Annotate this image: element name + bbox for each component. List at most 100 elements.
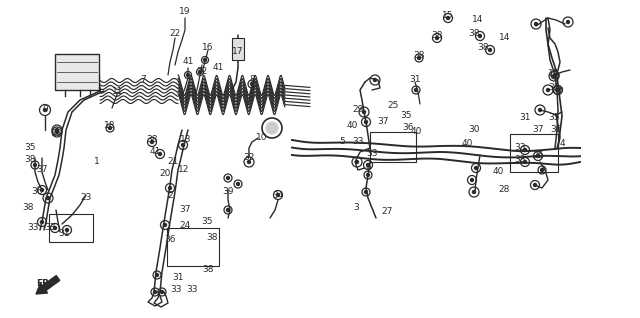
Text: 41: 41 [182, 58, 194, 66]
Text: 38: 38 [413, 52, 425, 60]
Text: 33: 33 [44, 224, 56, 232]
Text: 18: 18 [104, 121, 116, 130]
Text: 3: 3 [353, 204, 359, 212]
Circle shape [33, 163, 36, 167]
Text: 35: 35 [548, 114, 560, 122]
Text: 38: 38 [147, 135, 157, 144]
Text: 11: 11 [112, 87, 124, 96]
Text: 1: 1 [94, 157, 100, 167]
Circle shape [534, 23, 538, 25]
Circle shape [150, 141, 154, 143]
Circle shape [365, 121, 367, 123]
Text: 22: 22 [196, 67, 207, 77]
Text: 31: 31 [409, 75, 420, 85]
Text: 2: 2 [167, 191, 173, 201]
Circle shape [557, 88, 559, 92]
Circle shape [186, 73, 189, 77]
Text: 6: 6 [365, 163, 371, 172]
Text: 15: 15 [442, 11, 454, 20]
Text: 14: 14 [472, 16, 484, 24]
Text: 21: 21 [167, 157, 179, 167]
Text: 33: 33 [366, 149, 378, 158]
Bar [167, 228, 219, 266]
Circle shape [367, 174, 369, 176]
Text: 9: 9 [42, 106, 48, 114]
Circle shape [109, 127, 111, 129]
Circle shape [40, 220, 44, 224]
Text: 40: 40 [492, 168, 504, 176]
Circle shape [470, 178, 474, 182]
Text: 40: 40 [410, 128, 422, 136]
Circle shape [248, 161, 250, 163]
Text: 36: 36 [550, 126, 562, 135]
Text: 35: 35 [400, 112, 412, 121]
Circle shape [198, 71, 202, 73]
Text: 29: 29 [352, 106, 364, 114]
Text: 16: 16 [202, 43, 214, 52]
Text: 8: 8 [249, 75, 255, 85]
Text: 12: 12 [179, 165, 189, 175]
Text: 36: 36 [31, 188, 43, 197]
Text: FR.: FR. [36, 280, 52, 288]
Circle shape [54, 226, 56, 230]
FancyArrow shape [36, 276, 60, 294]
Circle shape [40, 189, 44, 191]
Circle shape [182, 143, 184, 147]
Text: 41: 41 [212, 64, 224, 73]
Circle shape [556, 88, 559, 92]
Circle shape [374, 79, 376, 81]
Text: 33: 33 [515, 143, 525, 153]
Circle shape [156, 273, 159, 276]
Text: 28: 28 [499, 185, 509, 195]
Text: 13: 13 [51, 128, 63, 137]
Circle shape [365, 190, 367, 193]
Text: 23: 23 [80, 193, 92, 203]
Text: 38: 38 [206, 233, 218, 243]
Text: 36: 36 [403, 123, 413, 133]
Circle shape [266, 122, 278, 134]
Text: 24: 24 [179, 220, 191, 230]
Circle shape [154, 291, 157, 294]
Circle shape [488, 49, 492, 52]
Text: 40: 40 [461, 140, 473, 149]
Text: 7: 7 [140, 75, 146, 85]
Text: 34: 34 [272, 191, 284, 201]
Circle shape [552, 74, 556, 78]
Text: 41: 41 [149, 148, 161, 156]
Text: 10: 10 [256, 134, 268, 142]
Text: 38: 38 [477, 44, 489, 52]
Circle shape [227, 176, 230, 179]
Text: 22: 22 [170, 30, 180, 38]
Circle shape [524, 149, 527, 151]
Circle shape [541, 169, 543, 171]
Circle shape [479, 34, 481, 38]
Text: 33: 33 [352, 137, 364, 147]
Circle shape [44, 108, 47, 112]
Text: 40: 40 [346, 121, 358, 130]
Text: 37: 37 [179, 205, 191, 215]
Text: 38: 38 [468, 30, 480, 38]
Text: 38: 38 [548, 84, 560, 93]
Text: 13: 13 [180, 135, 192, 144]
Text: 26: 26 [532, 151, 544, 161]
Bar [232, 38, 244, 60]
Bar [49, 214, 93, 242]
Circle shape [204, 59, 207, 61]
Circle shape [276, 193, 280, 197]
Circle shape [56, 128, 58, 132]
Text: 31: 31 [58, 229, 70, 238]
Circle shape [250, 82, 253, 86]
Text: 15: 15 [548, 70, 560, 79]
Circle shape [474, 167, 477, 169]
Text: 31: 31 [519, 114, 531, 122]
Circle shape [362, 110, 365, 114]
Text: 37: 37 [532, 126, 544, 135]
Text: 33: 33 [28, 224, 39, 232]
Circle shape [435, 37, 438, 39]
Bar [510, 134, 558, 172]
Text: 36: 36 [164, 236, 176, 245]
Circle shape [554, 73, 557, 77]
Bar [370, 132, 416, 162]
Text: 14: 14 [499, 33, 511, 43]
Text: 20: 20 [159, 169, 171, 178]
